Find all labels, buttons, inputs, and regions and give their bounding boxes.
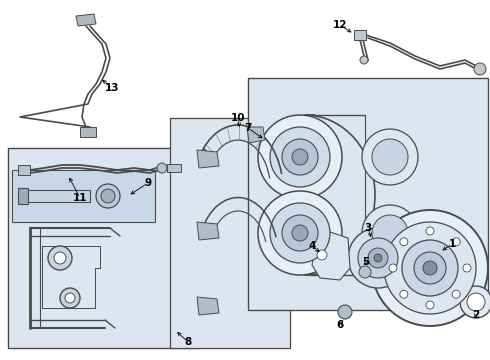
Polygon shape	[76, 14, 96, 26]
Polygon shape	[197, 297, 219, 315]
Text: 4: 4	[308, 241, 316, 251]
Circle shape	[359, 266, 371, 278]
Text: 6: 6	[336, 320, 343, 330]
Bar	[8, 148, 200, 348]
Polygon shape	[197, 150, 219, 168]
Text: 2: 2	[472, 310, 480, 320]
Text: 7: 7	[245, 123, 252, 133]
Text: 3: 3	[365, 223, 371, 233]
Polygon shape	[247, 127, 265, 143]
Circle shape	[372, 210, 488, 326]
Circle shape	[270, 203, 330, 263]
Circle shape	[348, 228, 408, 288]
Text: 5: 5	[363, 257, 369, 267]
Circle shape	[258, 115, 342, 199]
Circle shape	[317, 250, 327, 260]
Circle shape	[60, 288, 80, 308]
Circle shape	[400, 290, 408, 298]
Circle shape	[372, 215, 408, 251]
Text: 12: 12	[333, 20, 347, 30]
Bar	[354, 30, 366, 40]
Circle shape	[389, 264, 397, 272]
Circle shape	[423, 261, 437, 275]
Circle shape	[400, 238, 408, 246]
Bar	[18, 165, 30, 175]
Circle shape	[360, 56, 368, 64]
Circle shape	[292, 149, 308, 165]
Circle shape	[402, 240, 458, 296]
Circle shape	[96, 184, 120, 208]
Circle shape	[368, 248, 388, 268]
Circle shape	[474, 63, 486, 75]
Polygon shape	[312, 232, 350, 280]
Circle shape	[426, 227, 434, 235]
Text: 8: 8	[184, 337, 192, 347]
Circle shape	[54, 252, 66, 264]
Text: 9: 9	[145, 178, 151, 188]
Circle shape	[258, 191, 342, 275]
Circle shape	[282, 139, 318, 175]
Circle shape	[157, 163, 167, 173]
Bar	[167, 164, 181, 172]
Bar	[170, 118, 290, 348]
Text: 13: 13	[105, 83, 119, 93]
Circle shape	[292, 225, 308, 241]
Circle shape	[374, 254, 382, 262]
Text: 10: 10	[231, 113, 245, 123]
Circle shape	[467, 293, 485, 311]
Circle shape	[362, 129, 418, 185]
Circle shape	[452, 290, 460, 298]
Circle shape	[414, 252, 446, 284]
Circle shape	[101, 189, 115, 203]
Circle shape	[384, 222, 476, 314]
Circle shape	[460, 286, 490, 318]
Circle shape	[65, 293, 75, 303]
Circle shape	[362, 205, 418, 261]
Circle shape	[270, 127, 330, 187]
Circle shape	[338, 305, 352, 319]
Circle shape	[463, 264, 471, 272]
Bar	[18, 188, 28, 204]
Circle shape	[282, 215, 318, 251]
Bar	[80, 127, 96, 137]
Text: 1: 1	[448, 239, 456, 249]
Bar	[248, 78, 488, 310]
Polygon shape	[197, 222, 219, 240]
Text: 11: 11	[73, 193, 87, 203]
Circle shape	[372, 139, 408, 175]
Circle shape	[358, 238, 398, 278]
Circle shape	[452, 238, 460, 246]
Circle shape	[48, 246, 72, 270]
Circle shape	[426, 301, 434, 309]
Bar	[20, 190, 90, 202]
Bar	[12, 170, 155, 222]
